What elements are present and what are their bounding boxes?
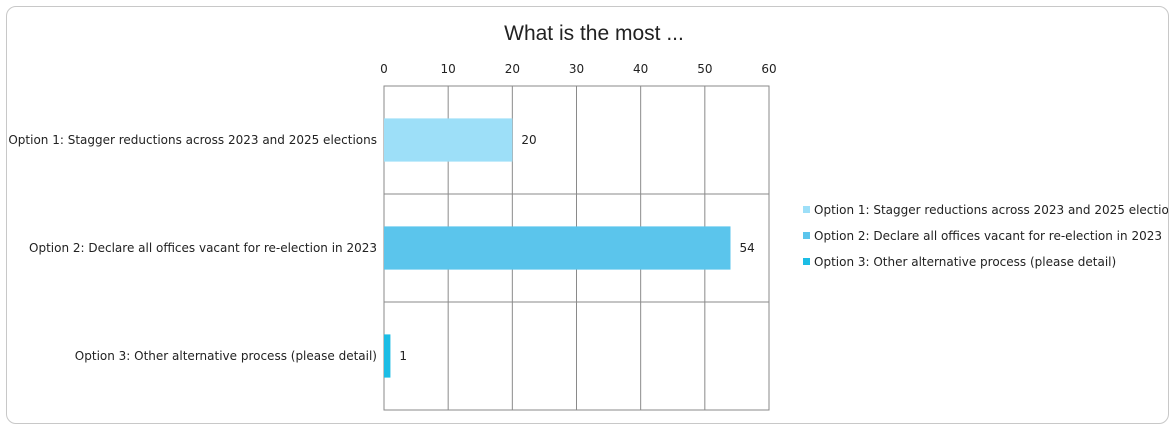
chart-frame: What is the most ... 0 10 20 30 40 50 60 20 Opti… (6, 6, 1169, 424)
x-tick-label: 20 (505, 62, 520, 76)
bar-chart: What is the most ... 0 10 20 30 40 50 60 20 Opti… (8, 22, 1169, 411)
category-label: Option 3: Other alternative process (ple… (75, 349, 377, 363)
legend: Option 1: Stagger reductions across 2023… (803, 203, 1169, 269)
x-tick-label: 60 (761, 62, 776, 76)
x-tick-label: 10 (441, 62, 456, 76)
data-label: 1 (399, 349, 407, 363)
legend-swatch (803, 206, 810, 213)
legend-label: Option 1: Stagger reductions across 2023… (814, 203, 1169, 217)
bar (384, 334, 391, 378)
data-label: 54 (740, 241, 755, 255)
bar (384, 118, 513, 162)
x-tick-label: 30 (569, 62, 584, 76)
x-tick-label: 0 (380, 62, 388, 76)
data-label: 20 (521, 133, 536, 147)
legend-label: Option 3: Other alternative process (ple… (814, 255, 1116, 269)
legend-label: Option 2: Declare all offices vacant for… (814, 229, 1162, 243)
plot-area: 0 10 20 30 40 50 60 20 Option 1: Stagger reducti… (8, 62, 777, 411)
category-label: Option 2: Declare all offices vacant for… (29, 241, 377, 255)
category-label: Option 1: Stagger reductions across 2023… (8, 133, 377, 147)
chart-title: What is the most ... (504, 22, 684, 45)
legend-swatch (803, 258, 810, 265)
x-tick-label: 50 (697, 62, 712, 76)
x-tick-label: 40 (633, 62, 648, 76)
bar (384, 226, 731, 270)
legend-swatch (803, 232, 810, 239)
